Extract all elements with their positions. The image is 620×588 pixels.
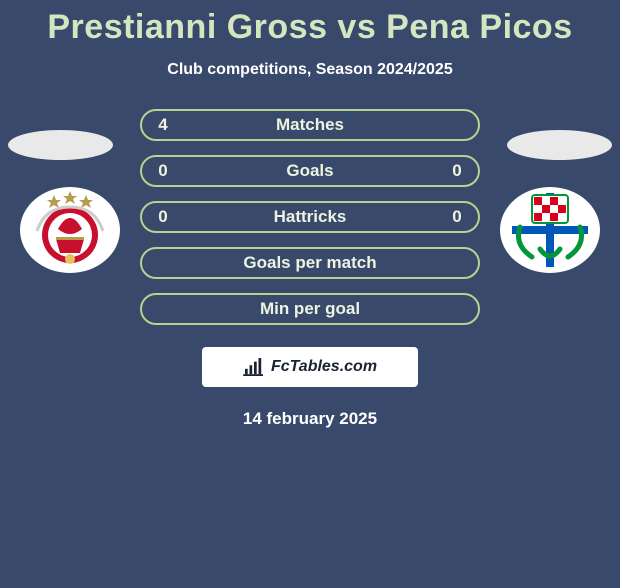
stat-label: Min per goal	[142, 299, 478, 319]
stat-right: 0	[448, 161, 466, 181]
benfica-icon	[20, 187, 120, 273]
attribution-text: FcTables.com	[271, 358, 377, 376]
stat-label: Goals	[142, 161, 478, 181]
stat-label: Hattricks	[142, 207, 478, 227]
stat-label: Goals per match	[142, 253, 478, 273]
attribution-badge: FcTables.com	[202, 347, 418, 387]
club-badge-left	[20, 187, 120, 273]
player-avatar-right	[507, 130, 612, 160]
player-avatar-left	[8, 130, 113, 160]
stat-row-min-per-goal: Min per goal	[140, 293, 480, 325]
generated-date: 14 february 2025	[0, 409, 620, 429]
stat-label: Matches	[142, 115, 478, 135]
stat-row-goals-per-match: Goals per match	[140, 247, 480, 279]
bar-chart-icon	[243, 358, 265, 376]
stat-left: 4	[154, 115, 172, 135]
club-badge-right	[500, 187, 600, 273]
stat-left: 0	[154, 161, 172, 181]
stat-right: 0	[448, 207, 466, 227]
stat-row-hattricks: 0 Hattricks 0	[140, 201, 480, 233]
page-title: Prestianni Gross vs Pena Picos	[0, 8, 620, 47]
stat-row-matches: 4 Matches	[140, 109, 480, 141]
racing-icon	[500, 187, 600, 273]
stat-row-goals: 0 Goals 0	[140, 155, 480, 187]
stat-left: 0	[154, 207, 172, 227]
subtitle: Club competitions, Season 2024/2025	[0, 61, 620, 79]
